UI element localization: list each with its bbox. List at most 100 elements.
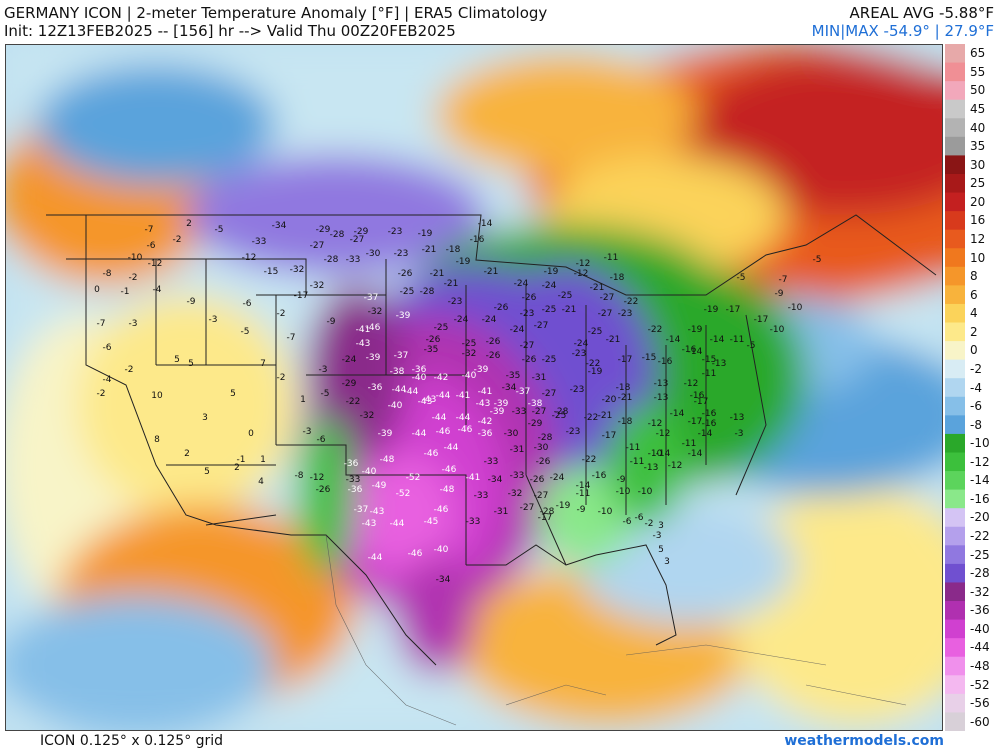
anomaly-value-label: -27 bbox=[310, 241, 325, 251]
anomaly-value-label: -46 bbox=[434, 505, 449, 515]
anomaly-value-label: -13 bbox=[654, 393, 669, 403]
anomaly-value-label: -7 bbox=[287, 333, 296, 343]
anomaly-value-label: -17 bbox=[754, 315, 769, 325]
colorbar-tick-label: 2 bbox=[970, 324, 978, 339]
anomaly-value-label: -8 bbox=[103, 269, 112, 279]
anomaly-value-label: -27 bbox=[520, 341, 535, 351]
anomaly-value-label: -10 bbox=[616, 487, 631, 497]
areal-average: AREAL AVG -5.88°F bbox=[849, 4, 994, 22]
anomaly-value-label: -46 bbox=[408, 549, 423, 559]
anomaly-value-label: -24 bbox=[574, 339, 589, 349]
anomaly-value-label: -44 bbox=[456, 413, 471, 423]
anomaly-value-label: -3 bbox=[303, 427, 312, 437]
anomaly-value-label: -10 bbox=[128, 253, 143, 263]
anomaly-value-label: -21 bbox=[484, 267, 499, 277]
colorbar-swatch bbox=[945, 675, 965, 695]
anomaly-value-label: -3 bbox=[735, 429, 744, 439]
anomaly-value-label: -2 bbox=[277, 373, 286, 383]
anomaly-value-label: -22 bbox=[624, 297, 639, 307]
colorbar-tick-label: 16 bbox=[970, 213, 986, 228]
anomaly-value-label: -32 bbox=[360, 411, 375, 421]
anomaly-value-label: -9 bbox=[187, 297, 196, 307]
anomaly-value-label: -43 bbox=[422, 395, 437, 405]
anomaly-value-label: -24 bbox=[510, 325, 525, 335]
anomaly-value-label: -46 bbox=[366, 323, 381, 333]
colorbar-swatch bbox=[945, 322, 965, 342]
colorbar-tick-label: 0 bbox=[970, 343, 978, 358]
anomaly-value-label: -39 bbox=[490, 407, 505, 417]
colorbar-swatch bbox=[945, 155, 965, 175]
anomaly-value-label: -16 bbox=[682, 345, 697, 355]
anomaly-value-label: -32 bbox=[290, 265, 305, 275]
anomaly-value-label: -28 bbox=[538, 433, 553, 443]
anomaly-value-label: -26 bbox=[398, 269, 413, 279]
temperature-anomaly-map: -7 2 -5 -34 -29 -28 -29 -23 -19 -14 -6 -2 -33 -27 -27-… bbox=[5, 44, 943, 731]
anomaly-value-label: -40 bbox=[362, 467, 377, 477]
anomaly-value-label: -25 bbox=[542, 305, 557, 315]
anomaly-value-label: -17 bbox=[602, 431, 617, 441]
anomaly-value-label: -27 bbox=[350, 235, 365, 245]
anomaly-value-label: -41 bbox=[478, 387, 493, 397]
anomaly-value-label: -27 bbox=[520, 503, 535, 513]
anomaly-value-label: -19 bbox=[556, 501, 571, 511]
anomaly-value-label: -16 bbox=[702, 419, 717, 429]
colorbar-swatch bbox=[945, 582, 965, 602]
anomaly-value-label: -32 bbox=[462, 349, 477, 359]
colorbar-tick-label: 10 bbox=[970, 250, 986, 265]
colorbar-tick-label: -25 bbox=[970, 547, 990, 562]
anomaly-value-label: -24 bbox=[342, 355, 357, 365]
map-canvas: -72-5 -34 -29 -28 -29 -23 -19-14-6-2 -33 -27-27-… bbox=[6, 45, 942, 730]
anomaly-value-label: -12 bbox=[576, 259, 591, 269]
colorbar-swatch bbox=[945, 563, 965, 583]
anomaly-value-label: -21 bbox=[606, 335, 621, 345]
anomaly-value-label: -42 bbox=[434, 373, 449, 383]
anomaly-value-label: -26 bbox=[522, 355, 537, 365]
anomaly-value-label: -13 bbox=[730, 413, 745, 423]
anomaly-value-label: -5 bbox=[747, 341, 756, 351]
colorbar-swatch bbox=[945, 638, 965, 658]
anomaly-value-label: -12 bbox=[310, 473, 325, 483]
anomaly-value-label: -21 bbox=[598, 411, 613, 421]
anomaly-value-label: -10 bbox=[788, 303, 803, 313]
anomaly-value-label: -38 bbox=[390, 367, 405, 377]
colorbar-tick-label: 35 bbox=[970, 139, 986, 154]
anomaly-value-label: -21 bbox=[430, 269, 445, 279]
anomaly-value-label: -37 bbox=[394, 351, 409, 361]
colorbar-swatch bbox=[945, 266, 965, 286]
colorbar-tick-label: -8 bbox=[970, 417, 982, 432]
anomaly-value-label: -17 bbox=[618, 355, 633, 365]
anomaly-value-label: -19 bbox=[688, 325, 703, 335]
anomaly-value-label: -25 bbox=[552, 411, 567, 421]
anomaly-value-label: -14 bbox=[576, 481, 591, 491]
anomaly-value-label: -3 bbox=[653, 531, 662, 541]
anomaly-value-label: -36 bbox=[348, 485, 363, 495]
colorbar-tick-label: 12 bbox=[970, 231, 986, 246]
anomaly-value-label: -18 bbox=[616, 383, 631, 393]
anomaly-value-label: -7 bbox=[779, 275, 788, 285]
anomaly-value-label: 10 bbox=[151, 391, 163, 401]
colorbar-tick-label: -48 bbox=[970, 659, 990, 673]
anomaly-value-label: -9 bbox=[775, 289, 784, 299]
colorbar-swatch bbox=[945, 471, 965, 491]
colorbar-tick-label: 8 bbox=[970, 269, 978, 284]
anomaly-value-label: -6 bbox=[623, 517, 632, 527]
anomaly-value-label: -5 bbox=[215, 225, 224, 235]
anomaly-value-label: -5 bbox=[241, 327, 250, 337]
colorbar-tick-label: 45 bbox=[970, 101, 986, 116]
colorbar-tick-label: 55 bbox=[970, 64, 986, 79]
anomaly-value-label: -52 bbox=[396, 489, 411, 499]
anomaly-value-label: -46 bbox=[442, 465, 457, 475]
anomaly-value-label: -5 bbox=[737, 273, 746, 283]
anomaly-value-label: -44 bbox=[436, 391, 451, 401]
colorbar-swatch bbox=[945, 99, 965, 119]
colorbar-tick-label: 30 bbox=[970, 157, 986, 172]
anomaly-value-label: -39 bbox=[494, 399, 509, 409]
anomaly-value-label: 3 bbox=[658, 521, 664, 531]
anomaly-value-label: -31 bbox=[532, 373, 547, 383]
anomaly-value-label: -4 bbox=[103, 375, 112, 385]
anomaly-value-label: -12 bbox=[148, 259, 163, 269]
colorbar-swatch bbox=[945, 712, 965, 731]
anomaly-value-label: -43 bbox=[418, 397, 433, 407]
colorbar bbox=[945, 44, 965, 731]
political-borders bbox=[46, 214, 937, 666]
